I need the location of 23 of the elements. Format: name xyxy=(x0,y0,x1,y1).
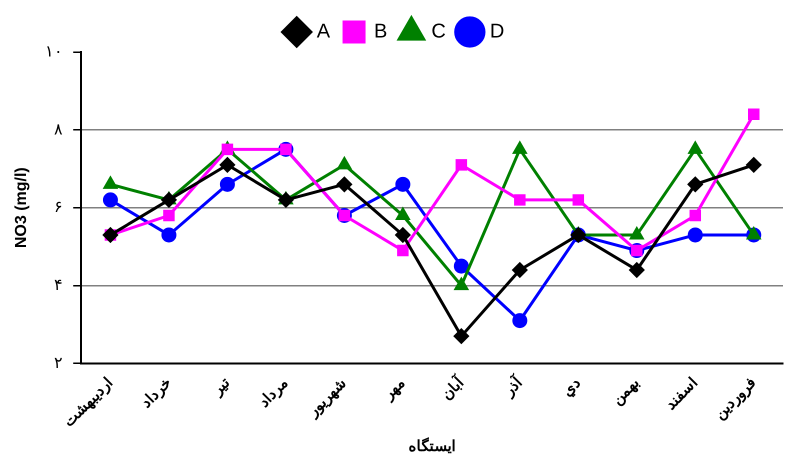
legend-label: B xyxy=(374,20,388,43)
y-tick-label: ۲ xyxy=(54,354,64,372)
x-tick-label: مرداد xyxy=(256,374,292,411)
x-tick-label: فروردين xyxy=(711,374,760,423)
legend-label: A xyxy=(316,20,331,43)
x-tick-label: آذر xyxy=(498,372,527,400)
y-tick-label: ۴ xyxy=(54,276,64,294)
x-tick-label: ارديبهشت xyxy=(60,374,116,430)
y-tick-label: ۶ xyxy=(54,199,64,216)
x-tick-label: دي xyxy=(558,374,585,401)
x-tick-label: خرداد xyxy=(138,374,175,412)
y-axis-title: NO3 (mg/l) xyxy=(13,167,30,248)
legend-label: C xyxy=(431,20,446,43)
y-tick-label: ۱۰ xyxy=(45,43,64,60)
legend-label: D xyxy=(490,20,504,43)
x-tick-label: اسفند xyxy=(662,374,702,414)
y-tick-label: ۸ xyxy=(54,121,64,138)
x-axis-title: ایستگاه xyxy=(408,437,456,456)
x-tick-label: شهريور xyxy=(304,374,350,420)
x-tick-label: مهر xyxy=(380,374,409,404)
x-tick-label: آبان xyxy=(436,372,469,404)
x-tick-label: تير xyxy=(208,374,234,400)
x-tick-label: بهمن xyxy=(608,374,643,408)
